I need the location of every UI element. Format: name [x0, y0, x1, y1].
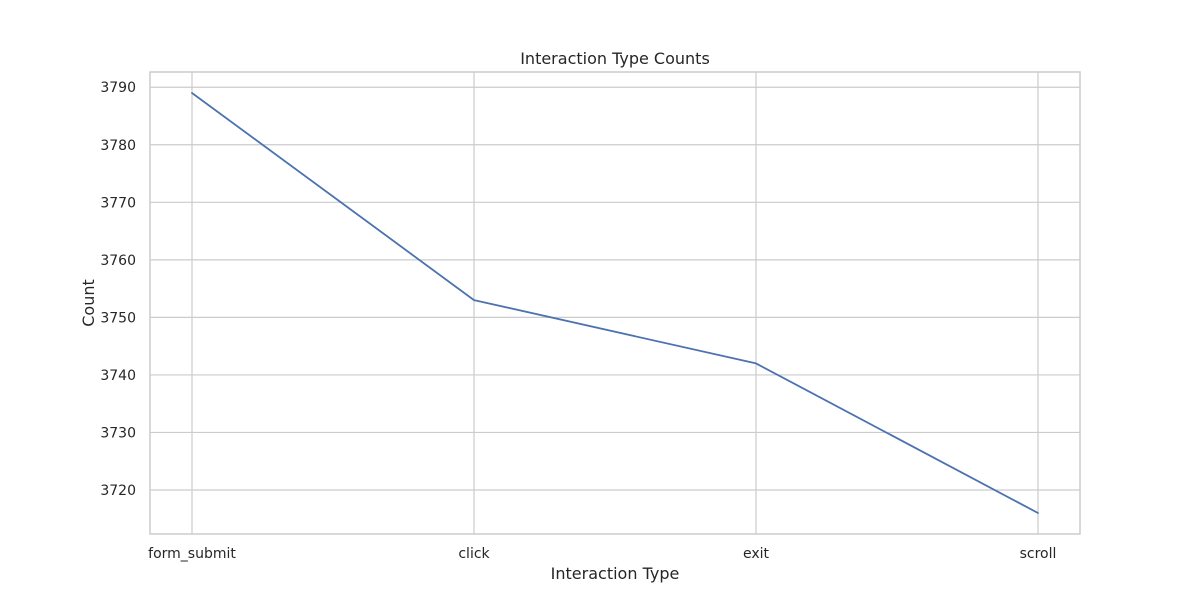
- x-tick-label: click: [458, 546, 490, 562]
- y-tick-label: 3750: [100, 310, 136, 326]
- series-line: [191, 92, 1039, 514]
- y-tick-label: 3760: [100, 253, 136, 269]
- y-tick-label: 3720: [100, 483, 136, 499]
- x-tick-label: exit: [743, 546, 770, 562]
- y-tick-label: 3780: [100, 138, 136, 154]
- plot-frame: [149, 71, 1081, 535]
- x-tick-label: scroll: [1020, 546, 1057, 562]
- chart-title: Interaction Type Counts: [520, 49, 710, 68]
- y-tick-label: 3740: [100, 368, 136, 384]
- series-layer: [191, 92, 1039, 514]
- y-tick-label: 3770: [100, 195, 136, 211]
- y-axis-label: Count: [79, 279, 98, 327]
- x-axis-label: Interaction Type: [551, 564, 680, 583]
- y-tick-label: 3730: [100, 425, 136, 441]
- grid: [150, 72, 1080, 534]
- x-axis-ticks: form_submit click exit scroll: [148, 546, 1056, 562]
- y-axis-ticks: 3720 3730 3740 3750 3760 3770 3780 3790: [100, 80, 136, 499]
- x-tick-label: form_submit: [148, 546, 236, 562]
- y-tick-label: 3790: [100, 80, 136, 96]
